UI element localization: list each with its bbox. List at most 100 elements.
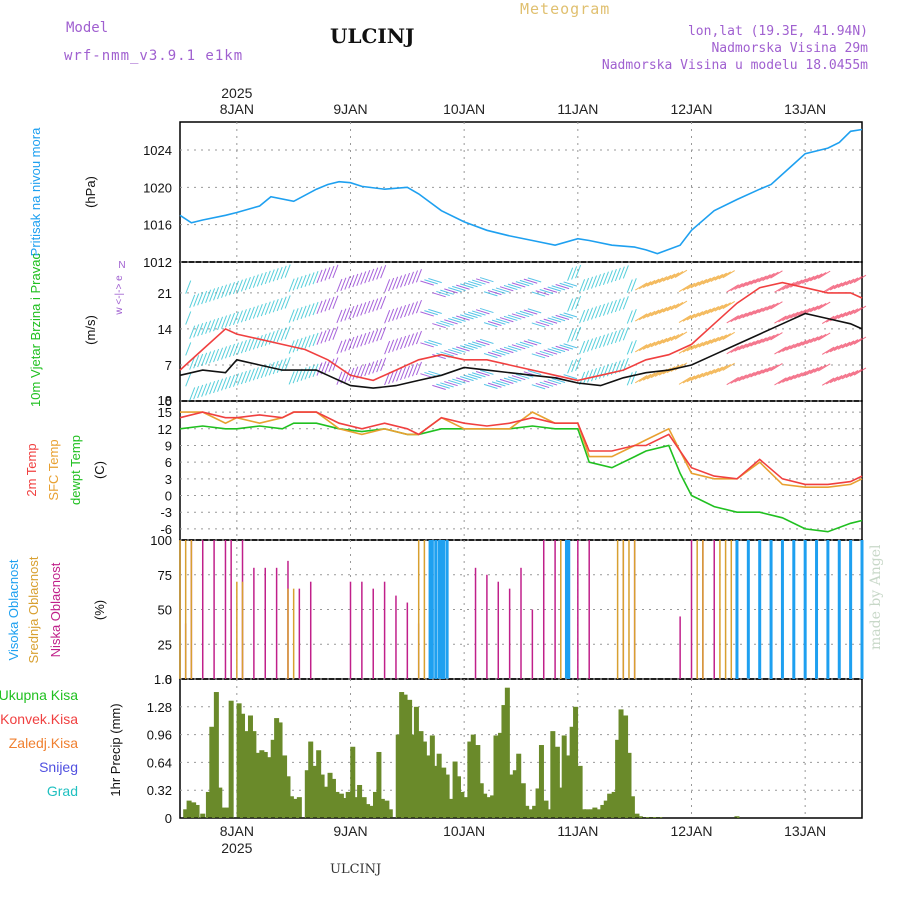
wind-barb [738,373,751,382]
wind-barb [499,378,514,384]
wind-barb [475,340,490,346]
precip-bar [342,798,348,818]
wind-barb [288,278,295,292]
precip-bar [368,805,374,818]
wind-barb [388,370,395,384]
ytick-label-precip: 1.28 [147,700,172,715]
wind-barb [786,373,799,382]
wind-barb [662,304,676,313]
wind-barb [766,364,779,373]
precip-bar [603,800,609,818]
wind-barb [674,300,688,309]
wind-barb [658,274,672,283]
precip-bar [334,791,340,818]
precip-bar [588,809,594,818]
precip-bar [455,776,461,818]
wind-barb [587,276,594,291]
wind-barb [428,370,442,376]
ytick-label-precip: 0.64 [147,755,172,770]
wind-barb [256,273,263,287]
wind-barb [778,314,791,323]
wind-barb [563,312,578,318]
wind-barb [368,299,375,314]
wind-barb [714,334,727,343]
wind-barb [738,311,751,320]
wind-barb [575,295,582,310]
wind-barb [654,306,668,316]
precip-bar [554,746,560,818]
wind-barb [328,358,335,372]
precip-bar [217,787,223,818]
wind-barb [236,310,243,324]
wind-barb [798,369,811,378]
precip-bar [637,816,643,818]
wind-barb [674,331,688,340]
ytick-label-clouds: 50 [158,603,172,618]
wind-barb [221,284,228,298]
wind-barb [276,328,283,343]
wind-barb [666,334,680,343]
wind-barb [646,278,660,287]
wind-barb [690,280,704,289]
pressure-axis-name: Pritisak na nivou mora [28,127,43,256]
wind-barb [519,310,534,316]
wind-barb [833,373,847,382]
wind-barb [547,317,562,323]
precip-bar [429,735,435,818]
precip-bar [254,752,260,818]
wind-barb [495,349,510,355]
wind-barb [682,375,696,384]
wind-barb [658,305,672,314]
wind-barb [225,345,232,359]
precip-bar [482,793,488,818]
wind-barb [479,307,494,314]
wind-barb [762,365,775,374]
precip-bar [421,741,427,818]
precip-axis-unit: 1hr Precip (mm) [108,703,123,796]
wind-barb [304,335,311,349]
wind-barb [284,357,291,371]
wind-barb [810,304,823,313]
precip-bar [353,797,359,818]
wind-barb [754,306,767,315]
wind-barb [523,278,538,284]
wind-barb [726,376,739,386]
wind-barb [396,337,403,351]
wind-barb [650,277,664,286]
wind-barb [594,274,601,288]
ytick-label-wind: 0 [165,394,172,409]
wind-barb [845,369,859,379]
station-title: ULCINJ [330,24,415,48]
wind-barb [813,333,827,342]
wind-barb [587,307,594,321]
wind-barb [798,307,811,317]
wind-barb [642,341,656,350]
wind-barb [567,329,574,343]
wind-barb [308,333,315,348]
wind-barb [360,271,367,285]
wind-barb [356,303,363,317]
footer-station: ULCINJ [330,862,382,877]
wind-barb [778,375,791,385]
wind-barb [213,379,220,394]
wind-barb [742,341,755,350]
wind-barb [618,328,625,342]
meteogram-title: Meteogram [520,0,611,18]
wind-barb [523,340,538,346]
precip-bar [558,787,564,818]
wind-barb [734,374,747,383]
wind-barb [806,336,819,345]
wind-barb [189,356,196,370]
precip-legend-item: Konvek.Kisa [0,711,78,727]
wind-barb [201,383,208,397]
wind-barb [264,332,271,346]
precip-bar [236,703,242,818]
wind-barb [372,298,379,312]
wind-barb [320,330,327,344]
wind-barb [396,368,403,382]
wind-barb [288,309,295,323]
precip-legend-item: Snijeg [39,759,78,775]
wind-barb [722,300,735,310]
wind-barb [448,348,462,355]
precip-bar [361,797,367,818]
